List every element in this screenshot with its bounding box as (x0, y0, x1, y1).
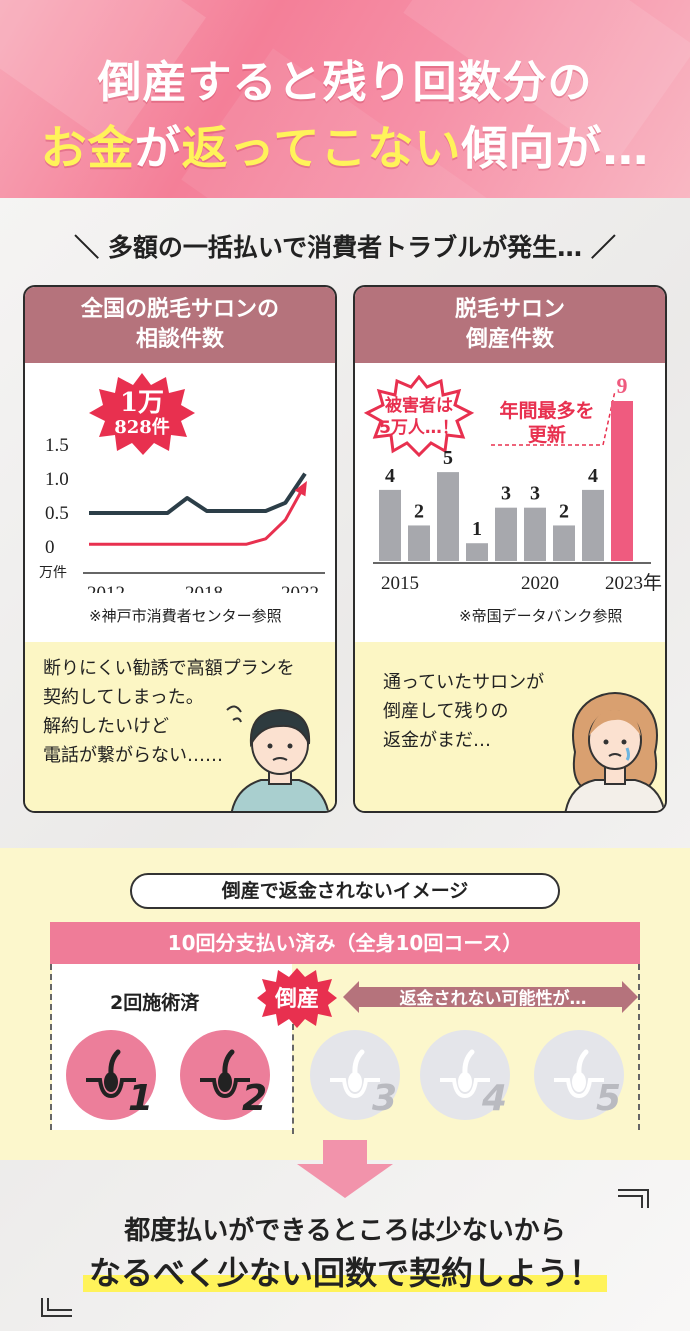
divider-dashed (292, 1024, 294, 1134)
bar-value-label: 2 (414, 500, 424, 522)
header-title-line2: お金が返ってこない傾向が… (40, 121, 650, 175)
worried-woman-illustration (564, 692, 665, 811)
header-banner: 倒産すると残り回数分の お金が返ってこない傾向が… (0, 0, 690, 198)
speech-area-left: 断りにくい勧誘で高額プランを 契約してしまった。 解約したいけど 電話が繋がらな… (25, 642, 335, 811)
down-arrow-icon (297, 1140, 393, 1198)
bar-value-label: 9 (617, 373, 628, 398)
refund-image-title: 倒産で返金されないイメージ (130, 873, 560, 909)
bar-2019 (495, 507, 517, 561)
y-tick-label: 0 (45, 537, 55, 558)
bankrupt-label: 倒産 (274, 986, 319, 1012)
line-arrowhead (294, 480, 307, 497)
speech-area-right: 通っていたサロンが 倒産して残りの 返金がまだ… (355, 642, 665, 811)
y-tick-label: 1.5 (45, 435, 69, 456)
bar-value-label: 1 (472, 518, 482, 540)
bar-value-label: 4 (588, 465, 598, 487)
bar-2021 (553, 525, 575, 561)
session-circle-unused (420, 1030, 510, 1120)
course-paid-bar: 10回分支払い済み（全身10回コース） (50, 922, 640, 964)
conclusion-line2: なるべく少ない回数で契約しよう！ (0, 1248, 690, 1294)
no-refund-arrow: 返金されない可能性が… (343, 981, 638, 1013)
source-note-right: ※帝国データバンク参照 (459, 607, 623, 625)
hair-follicle-icon (86, 1049, 136, 1099)
card-bankruptcies-header: 脱毛サロン 倒産件数 (355, 287, 665, 363)
victims-badge: 被害者は 5万人…！ (363, 375, 475, 457)
bar-2022 (582, 489, 604, 561)
highlight-not-returned: 返ってこない (181, 121, 462, 175)
victims-badge-line2: 5万人…！ (379, 418, 459, 438)
line-series-1 (89, 472, 307, 515)
session-number: 1 (128, 1078, 154, 1119)
bar-x-tick-label: 2023年 (605, 572, 662, 594)
bar-x-tick-label: 2015 (381, 573, 419, 594)
bar-value-label: 5 (443, 447, 453, 469)
y-tick-label: 1.0 (45, 469, 69, 490)
line-series-2 (89, 483, 307, 546)
bar-value-label: 3 (501, 483, 511, 505)
bar-value-label: 2 (559, 500, 569, 522)
y-tick-label: 0.5 (45, 503, 69, 524)
course-box (50, 964, 640, 1130)
x-tick-label: 2018 (185, 583, 223, 593)
speech-text-right: 通っていたサロンが 倒産して残りの 返金がまだ… (383, 672, 545, 751)
consultation-line-chart: 1.5 1.0 0.5 0 万件 2012 2018 2022 (39, 435, 325, 593)
highlight-money: お金 (40, 121, 135, 175)
count-badge: 1万 828件 (89, 373, 195, 455)
speech-text-left: 断りにくい勧誘で高額プランを 契約してしまった。 解約したいけど 電話が繋がらな… (43, 658, 295, 766)
bar-2020 (524, 507, 546, 561)
bar-x-tick-label: 2020 (521, 573, 559, 594)
session-circle-unused (310, 1030, 400, 1120)
session-circle-done (180, 1030, 270, 1120)
x-tick-label: 2012 (87, 583, 125, 593)
card-consultations-header: 全国の脱毛サロンの 相談件数 (25, 287, 335, 363)
hair-follicle-icon (330, 1049, 380, 1099)
bar-2015 (379, 489, 401, 561)
source-note-left: ※神戸市消費者センター参照 (89, 607, 282, 625)
session-circle-done (66, 1030, 156, 1120)
session-number: 2 (242, 1078, 268, 1119)
victims-badge-line1: 被害者は (385, 395, 453, 416)
corner-bracket-icon (41, 1298, 72, 1317)
worried-man-illustration (226, 705, 330, 811)
bar-value-label: 3 (530, 483, 540, 505)
count-badge-line1: 1万 (120, 388, 164, 418)
count-badge-line2: 828件 (114, 416, 170, 438)
session-number: 3 (372, 1078, 398, 1119)
bar-2017 (437, 472, 459, 561)
bankrupt-burst: 倒産 (257, 968, 337, 1028)
conclusion-line1: 都度払いができるところは少ないから (124, 1216, 566, 1246)
hair-follicle-icon (554, 1049, 604, 1099)
bar-2018 (466, 543, 488, 561)
hair-follicle-icon (200, 1049, 250, 1099)
corner-bracket-icon (618, 1189, 649, 1208)
bar-2016 (408, 525, 430, 561)
completed-label: 2回施術済 (110, 992, 200, 1014)
no-refund-label: 返金されない可能性が… (400, 988, 587, 1009)
session-number: 5 (596, 1078, 622, 1119)
hair-follicle-icon (440, 1049, 490, 1099)
card-consultations: 全国の脱毛サロンの 相談件数 1万 828件 1.5 1.0 0.5 0 万件 2012 2… (23, 285, 337, 813)
record-label: 年間最多を 更新 (499, 400, 595, 446)
y-axis-unit: 万件 (39, 565, 67, 581)
session-circle-unused (534, 1030, 624, 1120)
header-title-line1: 倒産すると残り回数分の (97, 57, 593, 108)
x-tick-label: 2022 (281, 583, 319, 593)
session-number: 4 (482, 1078, 508, 1119)
bar-2023 (611, 401, 633, 561)
bar-value-label: 4 (385, 465, 395, 487)
section-title: ＼ 多額の一括払いで消費者トラブルが発生… ／ (74, 233, 616, 262)
